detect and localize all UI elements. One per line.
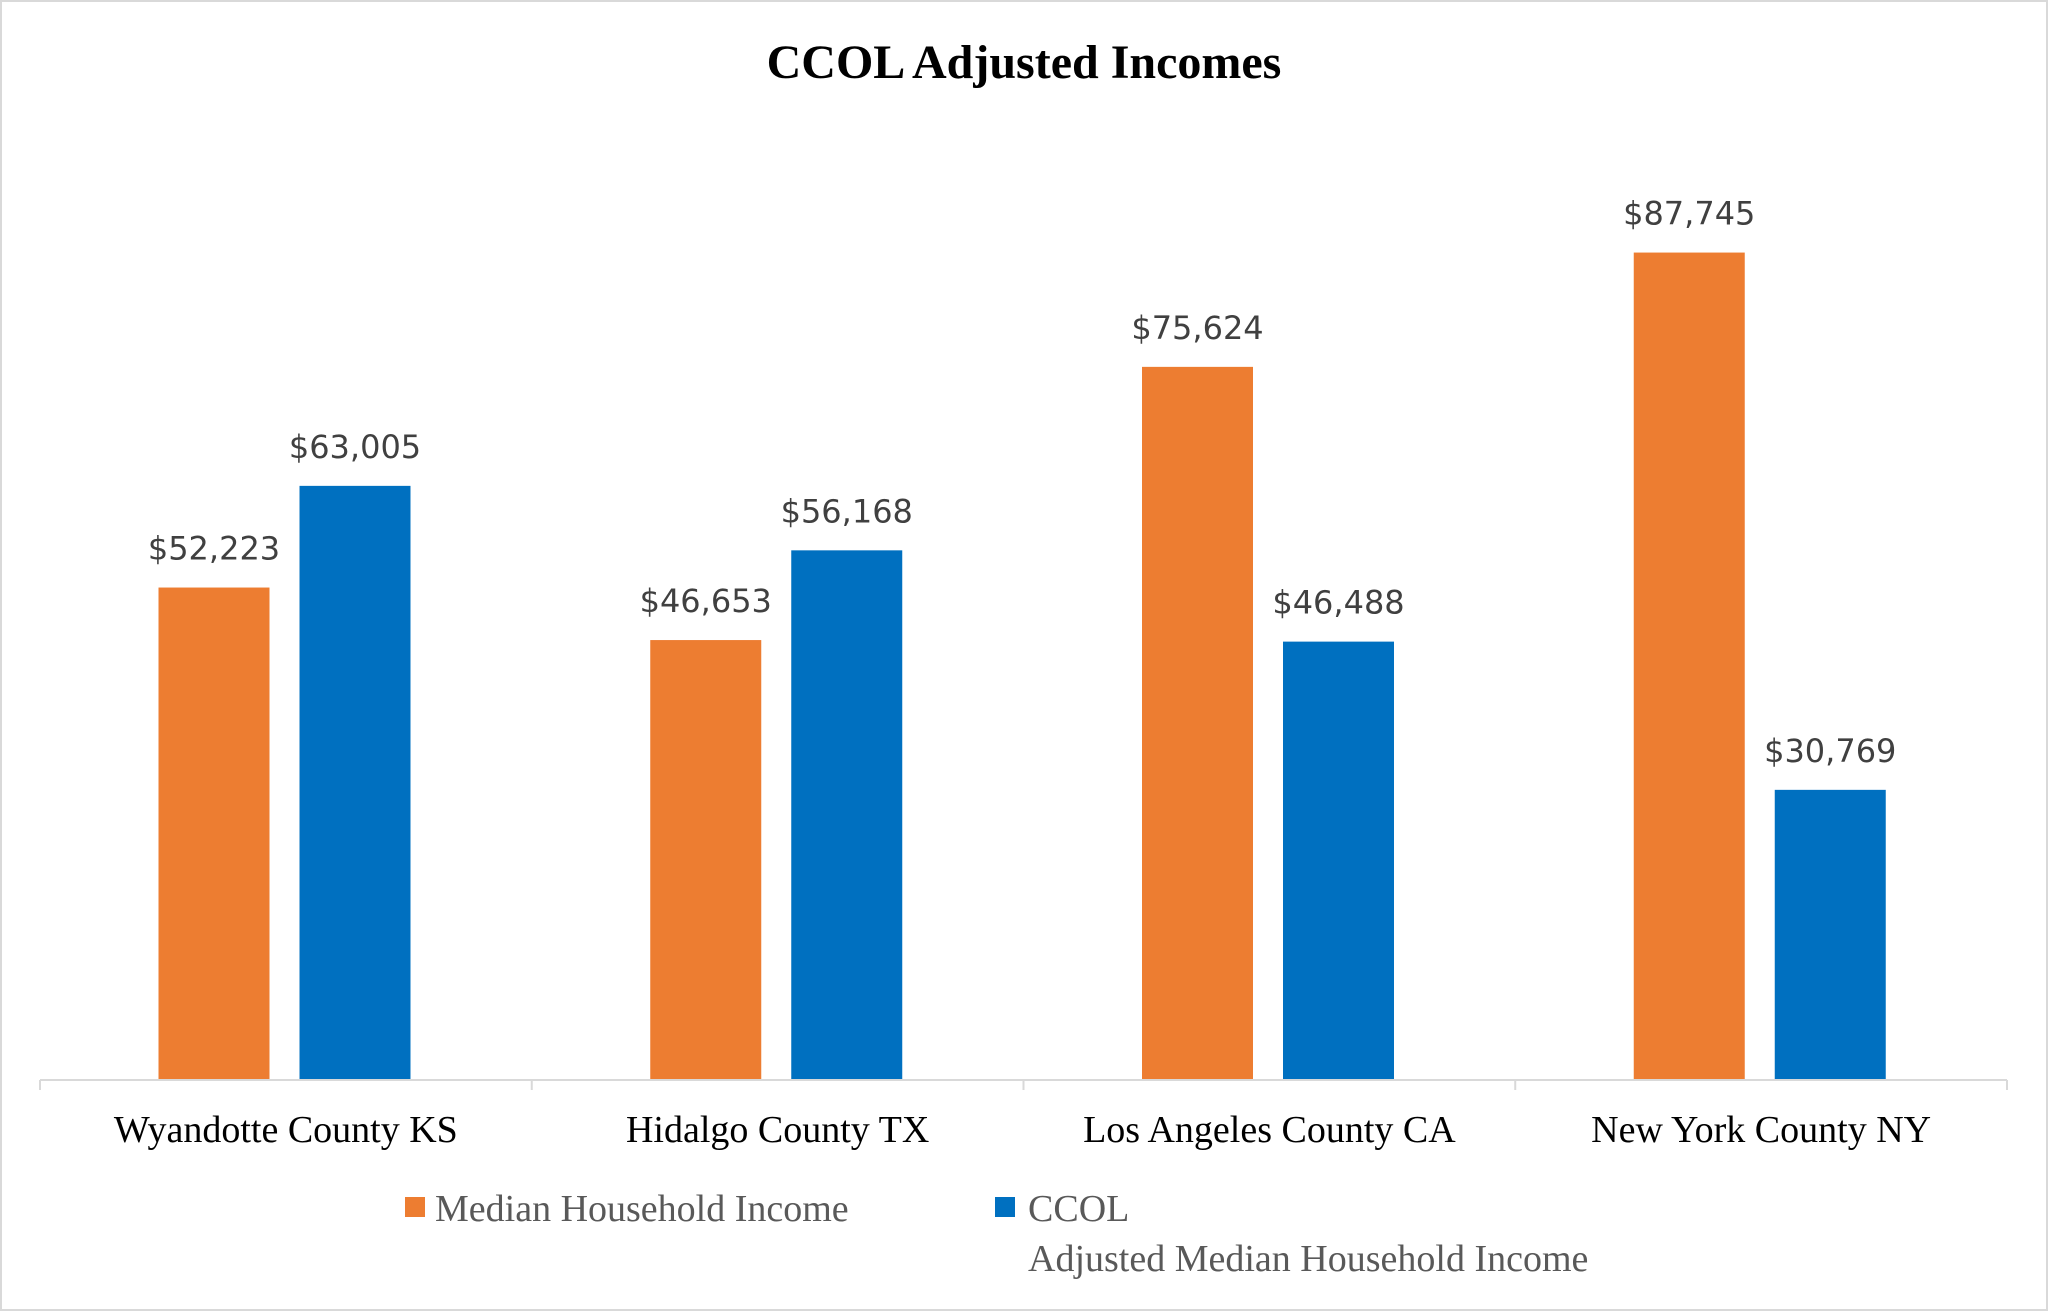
bar-ccol-adjusted: [1283, 641, 1394, 1080]
category-label: New York County NY: [1591, 1109, 1931, 1151]
data-label: $30,769: [1764, 732, 1896, 770]
legend-label-median: Median Household Income: [435, 1188, 849, 1230]
bar-median: [1633, 252, 1745, 1081]
bar-ccol-adjusted: [299, 485, 411, 1080]
legend-label-ccol-line2: Adjusted Median Household Income: [1028, 1238, 1588, 1280]
category-label: Hidalgo County TX: [626, 1109, 929, 1151]
legend-swatch-ccol: [995, 1197, 1015, 1217]
data-label: $52,223: [148, 530, 280, 568]
data-label: $63,005: [289, 428, 421, 466]
bar-median: [1142, 366, 1253, 1080]
category-label: Los Angeles County CA: [1083, 1109, 1456, 1151]
bar-median: [650, 640, 762, 1080]
data-label: $46,488: [1272, 584, 1404, 622]
data-label: $87,745: [1623, 195, 1755, 233]
legend-label-ccol-line1: CCOL: [1028, 1188, 1129, 1230]
data-label: $56,168: [781, 492, 913, 530]
chart-title: CCOL Adjusted Incomes: [767, 36, 1282, 89]
data-label: $46,653: [640, 582, 772, 620]
data-label: $75,624: [1131, 309, 1263, 347]
bar-ccol-adjusted: [1774, 789, 1886, 1080]
bar-ccol-adjusted: [791, 550, 903, 1080]
legend: Median Household Income CCOL Adjusted Me…: [405, 1188, 1588, 1280]
bar-median: [158, 587, 270, 1080]
category-label: Wyandotte County KS: [114, 1109, 458, 1151]
legend-swatch-median: [405, 1197, 425, 1217]
